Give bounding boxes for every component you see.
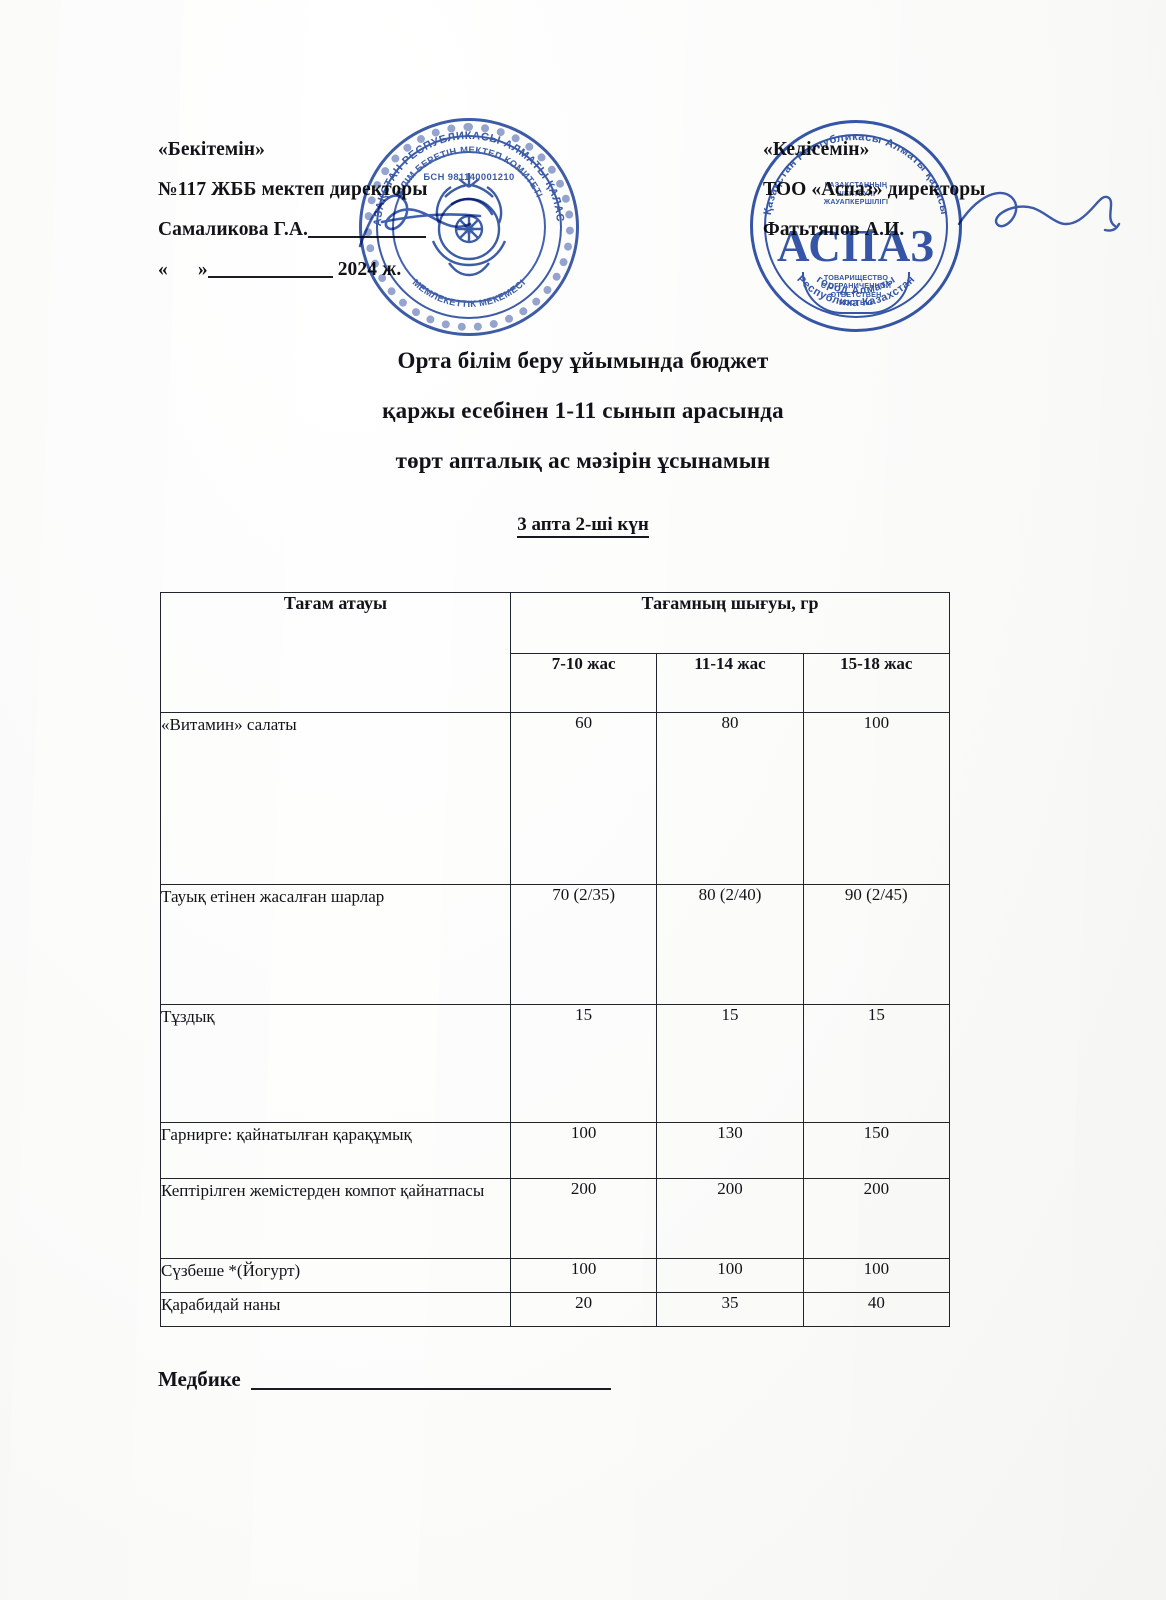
cell-age-11-14: 200 — [656, 1178, 804, 1259]
title-line-1: Орта білім беру ұйымында бюджет — [397, 348, 769, 373]
date-month-rule — [207, 276, 333, 278]
svg-text:Республика Казахстан: Республика Казахстан — [794, 273, 917, 309]
aspaz-band-text: ТОВАРИЩЕСТВО С ОГРАНИЧЕННОЙ ОТВЕТСТВЕН НОСТ… — [820, 273, 892, 308]
cell-age-15-18: 100 — [802, 712, 951, 885]
cell-age-7-10: 100 — [509, 1258, 658, 1293]
cell-age-15-18: 40 — [802, 1292, 951, 1327]
supplier-director-role: ТОО «Аспаз» директоры — [763, 179, 986, 200]
date-year: 2024 ж. — [337, 259, 402, 280]
table-row: Кептірілген жемістерден компот қайнатпас… — [160, 1178, 951, 1259]
cell-age-15-18: 15 — [802, 1004, 951, 1123]
director-name-line: Самаликова Г.А. — [158, 210, 578, 250]
cell-age-11-14: 80 — [656, 712, 804, 885]
table-row: Тұздық 15 15 15 — [160, 1004, 951, 1123]
menu-table-body: «Витамин» салаты 60 80 100 Тауық етінен жаса… — [160, 712, 951, 1327]
header-age-15-18: 15-18 жас — [802, 653, 951, 713]
week-day-subtitle: 3 апта 2-ші күн — [0, 514, 1166, 538]
cell-age-7-10: 100 — [509, 1122, 658, 1179]
title-line-2: қаржы есебінен 1-11 сынып арасында — [382, 398, 784, 423]
cell-dish-name: Гарнирге: қайнатылған қарақұмық — [160, 1122, 511, 1179]
aspaz-band-shape — [802, 272, 910, 314]
cell-dish-name: Тұздық — [160, 1004, 511, 1123]
date-quote-open: « — [158, 259, 168, 280]
cell-age-15-18: 100 — [802, 1258, 951, 1293]
cell-age-11-14: 130 — [656, 1122, 804, 1179]
header-dish-name: Тағам атауы — [160, 592, 511, 713]
cell-age-7-10: 70 (2/35) — [509, 884, 658, 1005]
cell-age-11-14: 100 — [656, 1258, 804, 1293]
cell-dish-name: Тауық етінен жасалған шарлар — [160, 884, 511, 1005]
approval-block-right: «Келісемін» ТОО «Аспаз» директоры Фатьтя… — [763, 130, 1093, 250]
approve-label: «Бекітемін» — [158, 139, 265, 160]
cell-dish-name: Қарабидай наны — [160, 1292, 511, 1327]
header-row-1: Тағам атауы Тағамның шығуы, гр — [160, 592, 950, 713]
menu-table-head: Тағам атауы Тағамның шығуы, гр 7-10 жас … — [160, 592, 951, 713]
cell-dish-name: «Витамин» салаты — [160, 712, 511, 885]
menu-table-wrapper: Тағам атауы Тағамның шығуы, гр 7-10 жас … — [160, 592, 951, 1327]
menu-table: Тағам атауы Тағамның шығуы, гр 7-10 жас … — [160, 592, 951, 1327]
cell-age-7-10: 200 — [509, 1178, 658, 1259]
nurse-signature-line: Медбике — [158, 1367, 611, 1392]
cell-age-7-10: 60 — [509, 712, 658, 885]
table-row: Гарнирге: қайнатылған қарақұмық 100 130 150 — [160, 1122, 951, 1179]
table-row: Сүзбеше *(Йогурт) 100 100 100 — [160, 1258, 951, 1293]
supplier-director-name: Фатьтяпов А.И. — [763, 219, 905, 240]
approval-block-left: «Бекітемін» №117 ЖББ мектеп директоры Са… — [158, 130, 578, 290]
header-output-group: Тағамның шығуы, гр — [510, 592, 950, 654]
svg-text:город Алматы: город Алматы — [814, 273, 898, 297]
cell-age-15-18: 150 — [802, 1122, 951, 1179]
header-row-2: 7-10 жас 11-14 жас 15-18 жас — [161, 653, 951, 713]
nurse-label: Медбике — [158, 1367, 241, 1391]
header-age-11-14: 11-14 жас — [656, 653, 804, 713]
table-row: Қарабидай наны 20 35 40 — [160, 1292, 951, 1327]
cell-age-7-10: 15 — [509, 1004, 658, 1123]
school-director-role: №117 ЖББ мектеп директоры — [158, 179, 428, 200]
date-quote-close: » — [197, 259, 208, 280]
document-title: Орта білім беру ұйымында бюджет қаржы ес… — [0, 336, 1166, 486]
nurse-signature-rule — [250, 1388, 611, 1390]
title-line-3: төрт апталық ас мәзірін ұсынамын — [395, 448, 771, 473]
table-row: «Витамин» салаты 60 80 100 — [160, 712, 951, 885]
table-row: Тауық етінен жасалған шарлар 70 (2/35) 80 … — [160, 884, 951, 1005]
cell-age-15-18: 200 — [802, 1178, 951, 1259]
signature-rule-left — [308, 236, 427, 238]
date-line-left: « » 2024 ж. — [158, 250, 578, 290]
cell-age-7-10: 20 — [509, 1292, 658, 1327]
cell-dish-name: Кептірілген жемістерден компот қайнатпас… — [160, 1178, 511, 1259]
cell-age-11-14: 15 — [656, 1004, 804, 1123]
cell-age-11-14: 80 (2/40) — [656, 884, 804, 1005]
agree-label: «Келісемін» — [763, 139, 870, 160]
cell-age-15-18: 90 (2/45) — [802, 884, 951, 1005]
header-age-7-10: 7-10 жас — [509, 653, 658, 713]
week-day-text: 3 апта 2-ші күн — [517, 514, 649, 538]
cell-dish-name: Сүзбеше *(Йогурт) — [160, 1258, 511, 1293]
cell-age-11-14: 35 — [656, 1292, 804, 1327]
director-name: Самаликова Г.А. — [158, 219, 309, 240]
